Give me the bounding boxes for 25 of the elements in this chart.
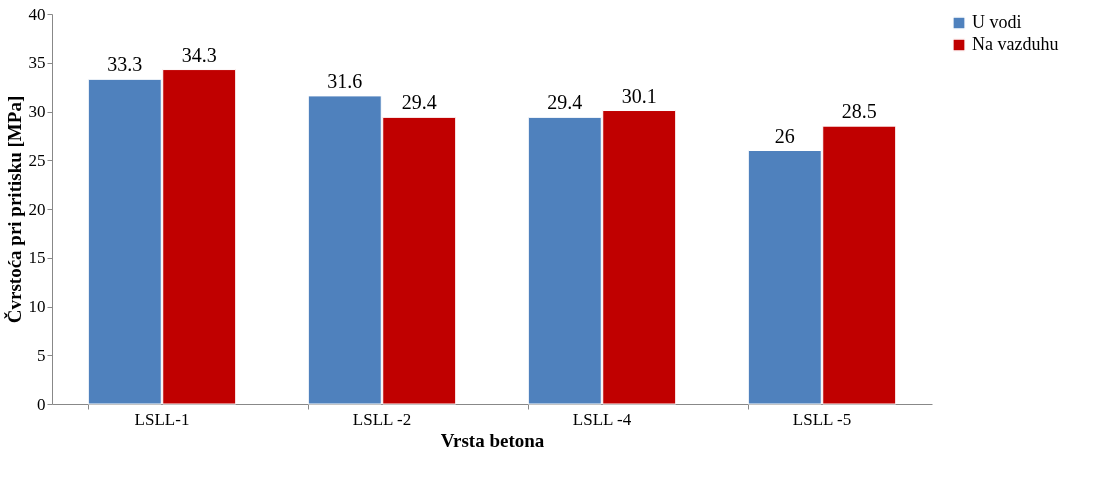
- y-tick-label: 0: [37, 394, 46, 414]
- data-label: 33.3: [107, 53, 143, 76]
- x-tick-label: LSLL -4: [572, 409, 632, 429]
- data-label: 26: [774, 124, 795, 147]
- y-tick-label: 35: [28, 53, 46, 73]
- y-tick-label: 15: [28, 248, 46, 268]
- y-axis-title: Čvrstoća pri pritisku [MPa]: [3, 95, 25, 324]
- x-axis-title: Vrsta betona: [440, 429, 545, 451]
- data-label: 30.1: [621, 84, 657, 107]
- y-tick-label: 40: [28, 4, 46, 24]
- x-tick-label: LSLL -5: [792, 409, 852, 429]
- data-label: 29.4: [547, 91, 583, 114]
- x-tick-label: LSLL -2: [352, 409, 412, 429]
- y-tick-label: 5: [37, 345, 46, 365]
- y-tick-label: 20: [28, 199, 46, 219]
- legend-label: Na vazduhu: [972, 34, 1059, 54]
- y-tick-label: 25: [28, 150, 46, 170]
- data-label: 28.5: [841, 100, 877, 123]
- legend-label: U vodi: [972, 12, 1022, 32]
- y-tick-label: 10: [28, 297, 46, 316]
- data-label: 31.6: [327, 69, 363, 92]
- y-tick-label: 30: [28, 102, 46, 121]
- x-tick-label: LSLL-1: [134, 409, 190, 429]
- data-label: 29.4: [401, 91, 437, 114]
- data-label: 34.3: [181, 43, 217, 66]
